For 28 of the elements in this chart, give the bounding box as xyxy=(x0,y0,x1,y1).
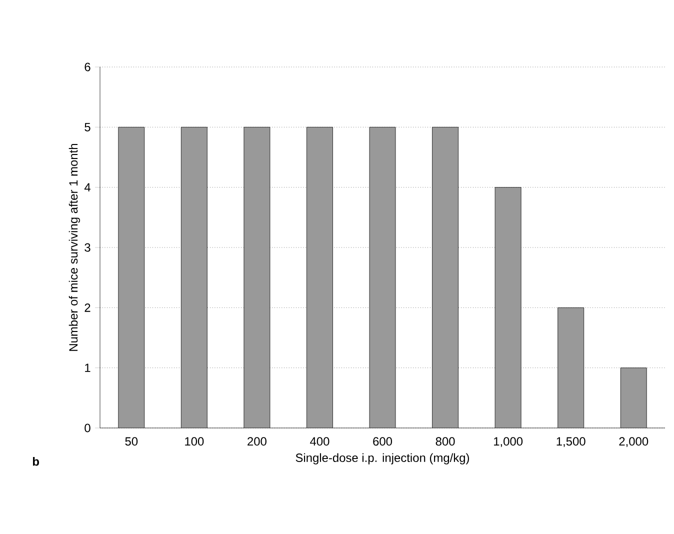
y-tick-label: 3 xyxy=(84,243,90,252)
x-tick-label: 800 xyxy=(436,437,455,446)
bar xyxy=(432,127,458,428)
y-tick-label: 5 xyxy=(84,122,90,132)
bar xyxy=(558,308,584,428)
bar xyxy=(620,368,647,428)
x-tick-label: 1,500 xyxy=(556,437,586,448)
x-tick-label: 50 xyxy=(125,437,138,446)
y-tick-label: 6 xyxy=(84,62,90,72)
x-tick-label: 100 xyxy=(185,437,204,446)
x-axis-title: Single-dose i.p. injection (mg/kg) xyxy=(296,453,469,464)
x-tick-label: 400 xyxy=(310,437,330,446)
bar xyxy=(244,127,270,428)
y-tick-label: 0 xyxy=(84,424,90,432)
y-tick-label: 1 xyxy=(85,364,90,372)
x-tick-label: 2,000 xyxy=(619,437,648,448)
x-tick-label: 200 xyxy=(248,437,266,446)
bar xyxy=(495,187,522,428)
text: b xyxy=(32,457,40,466)
y-tick-label: 4 xyxy=(84,183,90,192)
bar xyxy=(306,127,333,428)
bar xyxy=(181,127,208,428)
x-tick-label: 1,000 xyxy=(494,437,523,448)
bar xyxy=(370,127,396,428)
y-axis-title: Number of mice surviving after 1 month xyxy=(68,144,80,351)
bar xyxy=(118,127,144,428)
x-tick-label: 600 xyxy=(373,437,392,446)
y-tick-label: 2 xyxy=(84,303,90,312)
